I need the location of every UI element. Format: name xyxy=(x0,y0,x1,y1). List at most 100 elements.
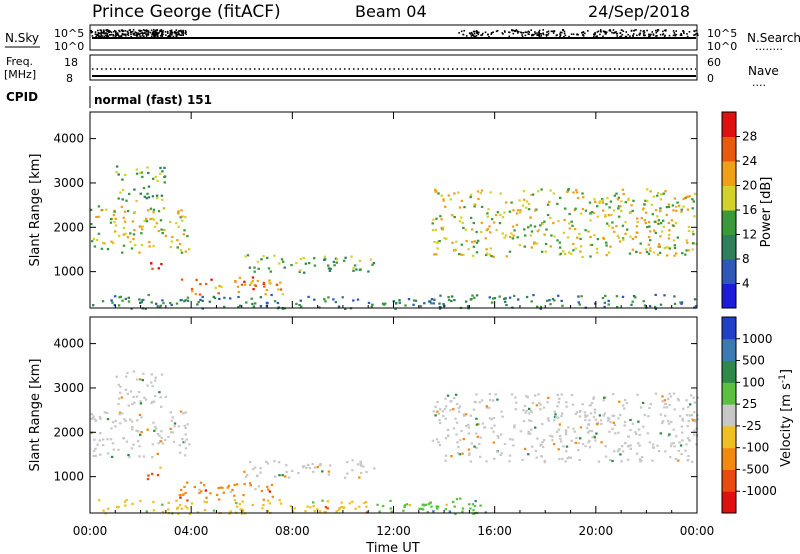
data-cell xyxy=(550,234,553,237)
data-cell xyxy=(643,304,647,307)
nsky-point xyxy=(604,31,607,34)
data-cell xyxy=(154,376,157,379)
nsky-point xyxy=(145,35,148,37)
colorbar-swatch xyxy=(722,317,736,340)
nsky-point xyxy=(462,33,464,36)
data-cell xyxy=(533,225,537,228)
data-cell xyxy=(529,224,532,227)
data-cell xyxy=(439,408,442,411)
data-cell xyxy=(603,301,607,304)
nsky-point xyxy=(662,30,664,33)
data-cell xyxy=(160,436,163,439)
nsky-point xyxy=(109,30,111,33)
data-cell xyxy=(503,211,506,214)
data-cell xyxy=(582,196,585,199)
data-cell xyxy=(562,250,565,253)
data-cell xyxy=(596,251,599,254)
data-cell xyxy=(109,438,113,441)
data-cell xyxy=(476,435,479,438)
data-cell xyxy=(119,422,122,425)
data-cell xyxy=(638,444,641,447)
data-cell xyxy=(627,199,630,202)
data-cell xyxy=(110,455,114,458)
data-cell xyxy=(531,401,535,405)
data-cell xyxy=(631,209,634,212)
data-cell xyxy=(252,288,255,291)
data-cell xyxy=(522,420,526,423)
data-cell xyxy=(157,442,160,445)
nsky-point xyxy=(470,35,473,37)
data-cell xyxy=(592,396,596,399)
data-cell xyxy=(250,297,253,300)
data-cell xyxy=(131,403,134,406)
data-cell xyxy=(419,305,422,308)
data-cell xyxy=(637,442,640,445)
data-cell xyxy=(118,411,122,414)
data-cell xyxy=(667,237,671,240)
nsky-point xyxy=(542,29,544,31)
data-cell xyxy=(602,237,606,240)
nsky-point xyxy=(611,31,613,34)
data-cell xyxy=(110,240,113,243)
data-cell xyxy=(172,440,176,443)
data-cell xyxy=(469,216,473,219)
data-cell xyxy=(646,432,650,435)
data-cell xyxy=(611,414,614,417)
nsky-point xyxy=(649,35,651,38)
nsky-point xyxy=(538,31,540,33)
data-cell xyxy=(156,432,160,436)
data-cell xyxy=(154,379,157,382)
nsky-point xyxy=(139,30,141,33)
data-cell xyxy=(590,210,594,214)
data-cell xyxy=(632,199,635,202)
data-cell xyxy=(143,219,146,222)
nsky-point xyxy=(174,30,176,33)
data-cell xyxy=(605,241,608,244)
data-cell xyxy=(527,226,530,229)
data-cell xyxy=(639,251,642,254)
data-cell xyxy=(656,444,659,447)
data-cell xyxy=(142,372,145,375)
data-cell xyxy=(436,240,440,243)
data-cell xyxy=(248,482,252,485)
nsky-point xyxy=(514,30,517,33)
data-cell xyxy=(461,452,464,455)
data-cell xyxy=(501,232,504,235)
data-cell xyxy=(121,299,124,302)
data-cell xyxy=(337,305,341,308)
data-cell xyxy=(340,506,343,509)
nsky-point xyxy=(185,33,187,36)
data-cell xyxy=(573,430,576,433)
data-cell xyxy=(123,500,127,503)
data-cell xyxy=(148,240,151,244)
data-cell xyxy=(140,228,144,231)
nsky-point xyxy=(180,34,183,36)
data-cell xyxy=(138,455,141,458)
data-cell xyxy=(692,433,696,436)
data-cell xyxy=(459,439,462,442)
data-cell xyxy=(602,209,605,212)
data-cell xyxy=(613,230,616,233)
data-cell xyxy=(135,395,139,398)
data-cell xyxy=(259,305,263,308)
nsky-point xyxy=(512,29,515,32)
data-cell xyxy=(163,181,166,184)
data-cell xyxy=(167,435,170,438)
data-cell xyxy=(438,444,442,447)
data-cell xyxy=(608,417,611,420)
data-cell xyxy=(604,215,607,218)
data-cell xyxy=(596,238,600,241)
nsky-point xyxy=(130,35,132,38)
data-cell xyxy=(496,434,499,438)
data-cell xyxy=(287,476,291,479)
data-cell xyxy=(161,198,164,201)
data-cell xyxy=(445,405,448,408)
nsky-point xyxy=(156,35,159,38)
data-cell xyxy=(457,407,460,410)
data-cell xyxy=(438,419,441,422)
data-cell xyxy=(103,411,106,414)
data-cell xyxy=(602,414,605,417)
data-cell xyxy=(324,511,328,514)
data-cell xyxy=(682,407,685,410)
data-cell xyxy=(182,233,186,236)
